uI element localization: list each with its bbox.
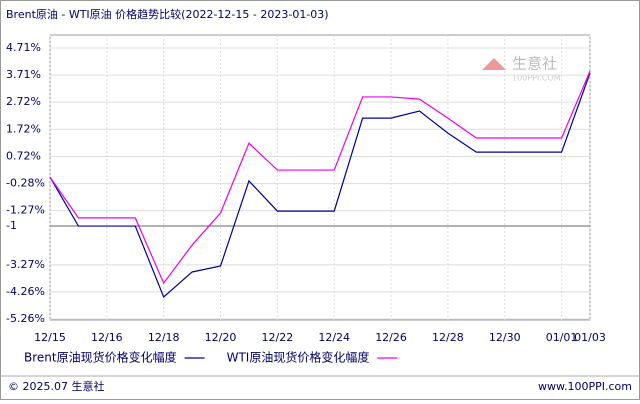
watermark-name: 生意社 bbox=[512, 55, 557, 73]
y-tick-label: -0.28% bbox=[6, 177, 45, 190]
x-tick-label: 12/22 bbox=[262, 331, 294, 344]
y-tick-label: -4.26% bbox=[6, 285, 45, 298]
footer-left: © 2025.07 生意社 bbox=[8, 379, 104, 393]
x-tick-label: 12/18 bbox=[148, 331, 180, 344]
legend-label: Brent原油现货价格变化幅度 bbox=[24, 350, 177, 365]
watermark-logo bbox=[482, 58, 506, 70]
y-tick-label: 2.72% bbox=[6, 95, 41, 108]
y-tick-label: 0.72% bbox=[6, 149, 41, 162]
y-tick-label: -1 bbox=[6, 219, 17, 232]
y-tick-label: -3.27% bbox=[6, 258, 45, 271]
y-tick-label: 4.71% bbox=[6, 41, 41, 54]
x-tick-label: 12/24 bbox=[318, 331, 350, 344]
x-tick-label: 12/28 bbox=[432, 331, 464, 344]
chart-title: Brent原油 - WTI原油 价格趋势比较(2022-12-15 - 2023… bbox=[6, 7, 329, 21]
y-tick-label: 1.72% bbox=[6, 122, 41, 135]
y-tick-label: -5.26% bbox=[6, 312, 45, 325]
x-tick-label: 12/16 bbox=[91, 331, 123, 344]
watermark-site: 100PPI.COM bbox=[512, 74, 561, 83]
plot-area bbox=[49, 34, 591, 321]
x-tick-label: 01/03 bbox=[574, 331, 606, 344]
x-tick-label: 12/20 bbox=[205, 331, 237, 344]
legend-label: WTI原油现货价格变化幅度 bbox=[227, 350, 370, 365]
watermark: 生意社 100PPI.COM bbox=[482, 55, 561, 83]
x-tick-label: 12/15 bbox=[34, 331, 66, 344]
footer-right: www.100PPI.com bbox=[538, 380, 632, 393]
x-tick-label: 12/26 bbox=[375, 331, 407, 344]
x-tick-label: 12/30 bbox=[489, 331, 521, 344]
series-line bbox=[49, 72, 591, 298]
y-tick-label: 3.71% bbox=[6, 68, 41, 81]
series-line bbox=[49, 70, 591, 285]
y-tick-label: -1.27% bbox=[6, 204, 45, 217]
x-tick-label: 01/01 bbox=[546, 331, 578, 344]
